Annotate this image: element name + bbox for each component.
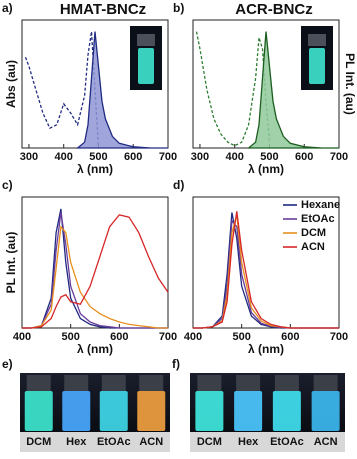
series-line	[246, 31, 339, 149]
x-tick-label: 500	[89, 151, 107, 163]
vial-label: ACN	[139, 436, 163, 448]
vial-cap	[236, 375, 261, 391]
x-tick-label: 400	[184, 331, 202, 343]
chart-title: HMAT-BNCz	[60, 1, 146, 18]
x-tick-label: 600	[295, 151, 313, 163]
panel: c) 400 500 600 700 λ (nm) PL Int. (au)	[2, 178, 177, 356]
plot-frame	[21, 196, 169, 329]
x-axis-label: λ (nm)	[77, 162, 113, 176]
vial	[62, 391, 91, 431]
x-tick-label: 500	[232, 331, 250, 343]
vial-cap	[26, 375, 51, 391]
plot-frame	[192, 196, 340, 329]
x-tick-label: 700	[159, 331, 177, 343]
x-tick-label: 400	[226, 151, 244, 163]
label-strip	[20, 432, 170, 452]
x-tick-label: 300	[20, 151, 38, 163]
vial	[234, 391, 263, 431]
y-axis-label: PL Int. (au)	[343, 53, 357, 115]
photo-panel: f) DCM Hex EtOAc ACN	[172, 357, 345, 452]
x-tick-label: 400	[13, 331, 31, 343]
panel-label: e)	[2, 357, 13, 371]
chart-title: ACR-BNCz	[235, 1, 313, 18]
panel: d) 400 500 600 700 λ (nm) Hexane EtOAc DCM ACN	[173, 178, 348, 356]
y-axis-label: PL Int. (au)	[4, 232, 18, 294]
vial-label: ACN	[314, 436, 338, 448]
vial	[311, 391, 340, 431]
series-line	[24, 31, 100, 149]
legend-label: EtOAc	[301, 213, 335, 225]
x-tick-label: 600	[124, 151, 142, 163]
legend-label: DCM	[301, 227, 326, 239]
x-tick-label: 700	[330, 151, 348, 163]
series-line	[75, 31, 168, 149]
panel-label: b)	[173, 1, 184, 15]
panel-label: a)	[2, 1, 13, 15]
x-tick-label: 600	[110, 331, 128, 343]
series-line	[22, 214, 169, 329]
vial-label: Hex	[66, 436, 87, 448]
panel-label: d)	[173, 178, 184, 192]
series-line	[22, 212, 168, 329]
vial-label: DCM	[26, 436, 51, 448]
vial-label: EtOAc	[97, 436, 131, 448]
x-tick-label: 600	[281, 331, 299, 343]
vial-label: DCM	[197, 436, 222, 448]
vial-cap	[308, 34, 326, 46]
vial	[24, 391, 53, 431]
vial-cap	[64, 375, 89, 391]
series-line	[22, 225, 168, 329]
y-axis-label: Abs (au)	[4, 60, 18, 108]
x-tick-label: 300	[191, 151, 209, 163]
series-line	[193, 211, 339, 329]
x-axis-label: λ (nm)	[77, 342, 113, 356]
vial-cap	[274, 375, 299, 391]
x-tick-label: 500	[61, 331, 79, 343]
vial	[137, 391, 166, 431]
photo-panel: e) DCM Hex EtOAc ACN	[2, 357, 170, 452]
x-tick-label: 700	[330, 331, 348, 343]
vial-cap	[197, 375, 222, 391]
vial	[99, 391, 128, 431]
panel: a) HMAT-BNCz 300 400 500 600 700 λ (nm) Abs (au)	[2, 1, 177, 176]
legend-label: ACN	[301, 241, 325, 253]
vial-glow	[309, 48, 325, 84]
legend-label: Hexane	[301, 199, 340, 211]
panel: b) ACR-BNCz 300 400 500 600 700 λ (nm) PL Int. (…	[173, 1, 357, 176]
vial-cap	[313, 375, 338, 391]
vial-cap	[101, 375, 126, 391]
vial-glow	[138, 48, 154, 84]
vial	[272, 391, 301, 431]
vial-label: Hex	[238, 436, 259, 448]
x-tick-label: 500	[260, 151, 278, 163]
vial-label: EtOAc	[270, 436, 304, 448]
vial-cap	[137, 34, 155, 46]
panel-label: f)	[172, 357, 180, 371]
vial-cap	[139, 375, 164, 391]
x-tick-label: 400	[55, 151, 73, 163]
label-strip	[190, 432, 345, 452]
x-axis-label: λ (nm)	[248, 342, 284, 356]
x-axis-label: λ (nm)	[248, 162, 284, 176]
vial	[195, 391, 224, 431]
x-tick-label: 700	[159, 151, 177, 163]
panel-label: c)	[2, 178, 13, 192]
